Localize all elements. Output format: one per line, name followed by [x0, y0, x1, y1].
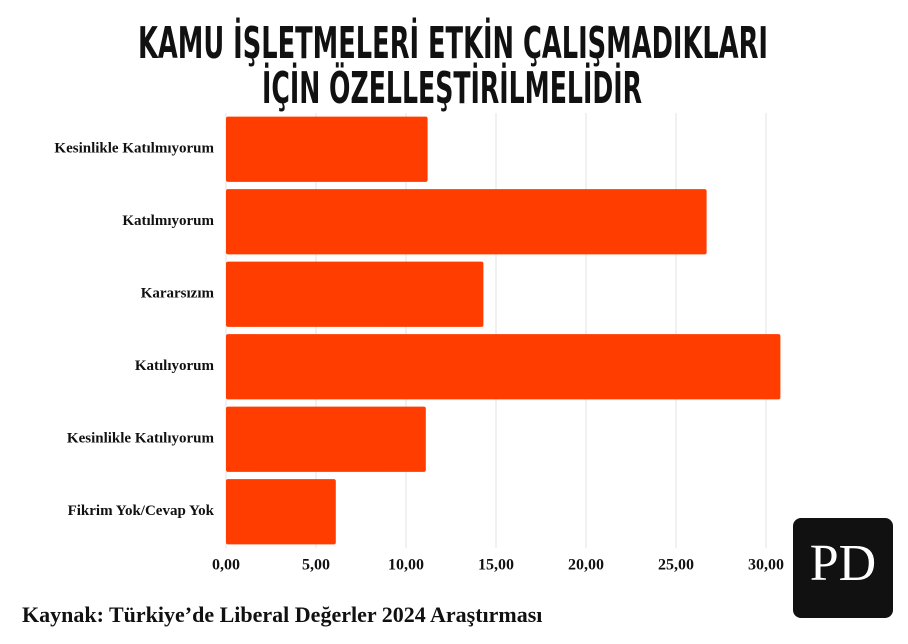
x-tick-label: 0,00 [212, 557, 240, 574]
plot: 0,00 5,00 10,00 15,00 20,00 25,00 30,00 Kesinli… [54, 113, 784, 574]
x-tick-label: 5,00 [302, 557, 330, 574]
x-tick-label: 15,00 [478, 557, 514, 574]
source: Kaynak: Türkiye’de Liberal Değerler 2024… [22, 602, 542, 627]
y-tick-label: Katılmıyorum [122, 213, 214, 229]
x-tick-label: 10,00 [388, 557, 424, 574]
y-tick-label: Kesinlikle Katılmıyorum [54, 141, 214, 157]
logo-box [793, 518, 893, 618]
y-tick-label: Kararsızım [141, 286, 215, 302]
logo: PD [810, 535, 876, 592]
bar [226, 406, 426, 472]
bar [226, 261, 484, 327]
chart-title: İÇİN ÖZELLEŞTİRİLMELİDİR [262, 61, 642, 114]
x-tick-label: 30,00 [748, 557, 784, 574]
x-tick-label: 25,00 [658, 557, 694, 574]
bar [226, 479, 336, 545]
y-tick-label: Fikrim Yok/Cevap Yok [68, 503, 215, 519]
bar [226, 116, 428, 182]
chart-title: KAMU İŞLETMELERİ ETKİN ÇALIŞMADIKLARI [138, 16, 768, 69]
bar [226, 334, 781, 400]
y-tick-label: Kesinlikle Katılıyorum [67, 431, 215, 447]
bar [226, 189, 707, 255]
y-tick-label: Katılıyorum [135, 358, 215, 374]
x-tick-label: 20,00 [568, 557, 604, 574]
